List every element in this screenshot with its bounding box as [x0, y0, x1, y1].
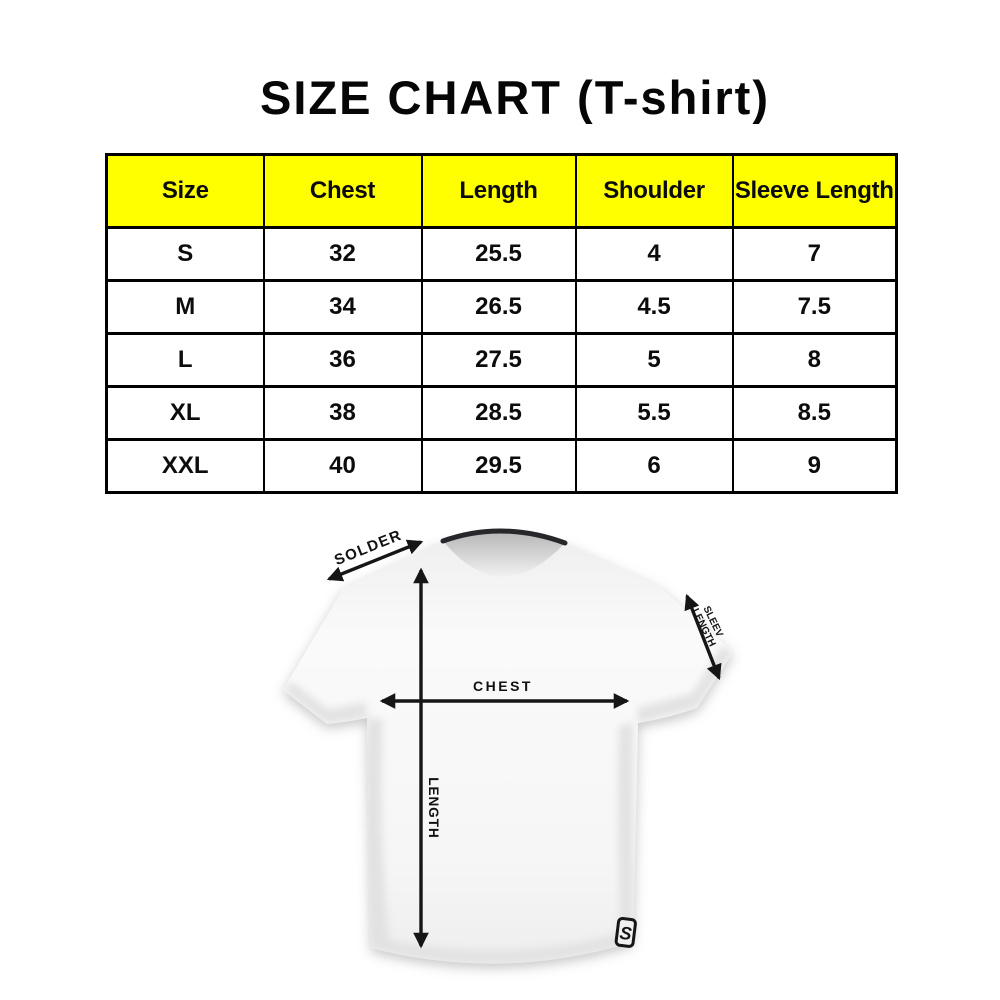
length-value: 25.5	[420, 226, 576, 281]
shoulder-value: 4.5	[574, 279, 733, 334]
col-header-size: Size	[105, 153, 264, 228]
brand-tag: S	[614, 916, 637, 948]
table-row-m: M 34 26.5 4.5 7.5	[105, 279, 897, 334]
neck-opening	[443, 530, 565, 577]
collar	[440, 528, 568, 546]
shoulder-value: 5.5	[574, 385, 733, 440]
shoulder-value: 6	[574, 438, 733, 493]
chest-label: CHEST	[473, 678, 533, 694]
chest-value: 32	[262, 226, 422, 281]
length-value: 29.5	[420, 438, 576, 493]
table-row-xl: XL 38 28.5 5.5 8.5	[105, 385, 897, 440]
sleeve-length-value: 9	[731, 438, 897, 493]
tshirt-body	[283, 541, 733, 964]
tag-letter: S	[618, 923, 632, 944]
size-label: XXL	[105, 438, 264, 493]
col-header-length: Length	[420, 153, 576, 228]
length-value: 27.5	[420, 332, 576, 387]
page-title: SIZE CHART (T-shirt)	[260, 71, 770, 124]
chest-value: 38	[262, 385, 422, 440]
table-row-l: L 36 27.5 5 8	[105, 332, 897, 387]
length-value: 28.5	[420, 385, 576, 440]
sleeve-length-value: 8.5	[731, 385, 897, 440]
chest-value: 34	[262, 279, 422, 334]
header-row: Size Chest Length Shoulder Sleeve Length	[105, 153, 897, 228]
table-row-xxl: XXL 40 29.5 6 9	[105, 438, 897, 493]
sleeve-length-value: 7.5	[731, 279, 897, 334]
chest-value: 40	[262, 438, 422, 493]
table-row-s: S 32 25.5 4 7	[105, 226, 897, 281]
col-header-sleeve-length: Sleeve Length	[731, 153, 897, 228]
chest-value: 36	[262, 332, 422, 387]
tshirt-shading	[283, 646, 733, 964]
shoulder-value: 4	[574, 226, 733, 281]
size-table: Size Chest Length Shoulder Sleeve Length…	[105, 153, 898, 494]
shoulder-value: 5	[574, 332, 733, 387]
sleeve-arrow	[684, 593, 722, 681]
sleeve-length-value: 7	[731, 226, 897, 281]
shoulder-arrow	[326, 539, 424, 582]
size-label: S	[105, 226, 264, 281]
tshirt-measurement-diagram: S SOLDER CHEST LENGTH SLEEV LENGTH	[283, 527, 733, 964]
size-label: M	[105, 279, 264, 334]
length-label: LENGTH	[426, 777, 441, 839]
col-header-chest: Chest	[262, 153, 422, 228]
col-header-shoulder: Shoulder	[574, 153, 733, 228]
size-label: L	[105, 332, 264, 387]
size-label: XL	[105, 385, 264, 440]
length-value: 26.5	[420, 279, 576, 334]
sleeve-length-value: 8	[731, 332, 897, 387]
